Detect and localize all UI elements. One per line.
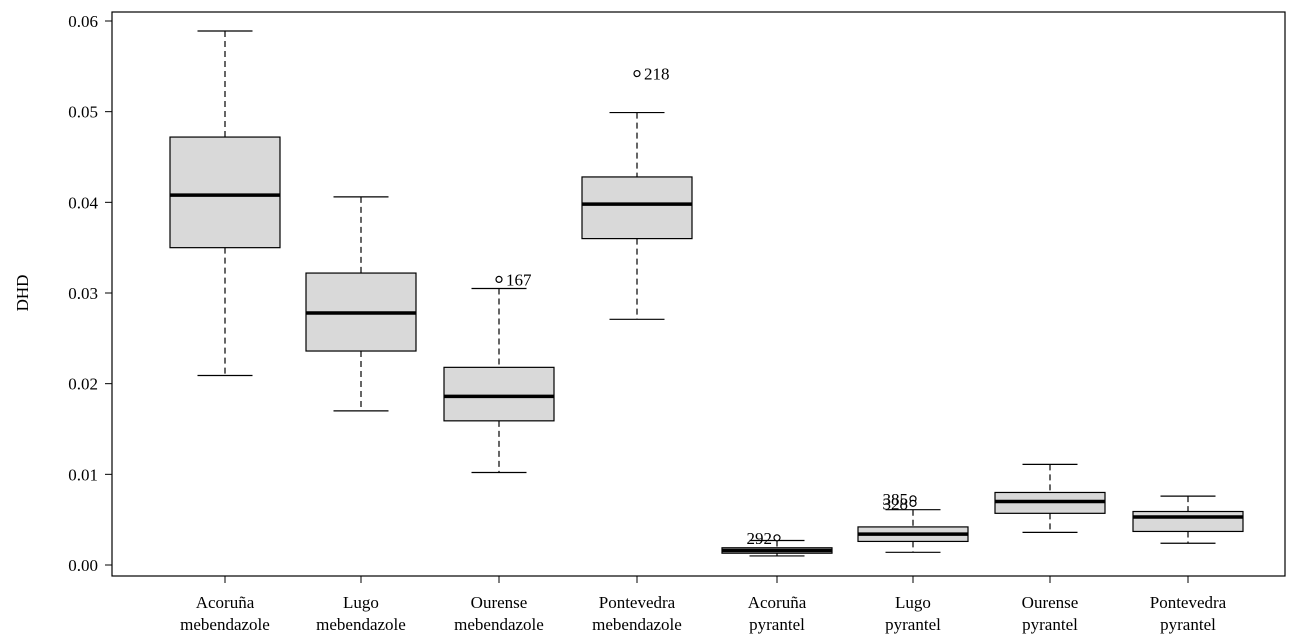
category-label-line1: Pontevedra [599, 593, 676, 612]
y-tick-label: 0.04 [68, 193, 98, 212]
y-tick-label: 0.06 [68, 12, 98, 31]
outlier-label: 218 [644, 65, 670, 84]
box-8 [1132, 495, 1244, 544]
outlier-point [633, 69, 641, 78]
category-label-line1: Ourense [471, 593, 528, 612]
category-label-line2: pyrantel [885, 615, 941, 634]
category-label-line1: Acoruña [196, 593, 255, 612]
box-5: 292 [721, 529, 833, 557]
box-3: 167 [443, 270, 555, 474]
category-label-line1: Lugo [343, 593, 379, 612]
outlier-label: 328 [883, 494, 909, 513]
category-label-line2: mebendazole [454, 615, 544, 634]
iqr-box [581, 176, 693, 240]
y-tick-label: 0.03 [68, 284, 98, 303]
outlier-label: 167 [506, 270, 532, 289]
box-7 [994, 463, 1106, 533]
iqr-box [1132, 510, 1244, 533]
iqr-box [443, 366, 555, 422]
category-label-line1: Pontevedra [1150, 593, 1227, 612]
x-axis: Acoruña mebendazole Lugo mebendazole Ourense… [180, 576, 1227, 634]
outlier-label: 385 [883, 490, 909, 509]
outlier-point [495, 275, 503, 283]
category-label-line1: Lugo [895, 593, 931, 612]
box-2 [305, 196, 417, 412]
iqr-box [169, 136, 281, 249]
category-label-line2: mebendazole [316, 615, 406, 634]
box-4: 218 [581, 65, 693, 320]
outlier-label: 292 [747, 529, 773, 548]
category-label-line1: Acoruña [748, 593, 807, 612]
category-label-line2: mebendazole [180, 615, 270, 634]
y-tick-label: 0.05 [68, 103, 98, 122]
category-label-line2: pyrantel [1160, 615, 1216, 634]
category-label-line2: pyrantel [749, 615, 805, 634]
category-label-line2: pyrantel [1022, 615, 1078, 634]
y-tick-label: 0.01 [68, 465, 98, 484]
y-axis-label: DHD [13, 275, 32, 312]
outlier-point [909, 499, 917, 507]
plot-frame [111, 11, 1286, 577]
box-1 [169, 30, 281, 377]
category-label-line1: Ourense [1022, 593, 1079, 612]
y-axis: 0.00 0.01 0.02 0.03 0.04 0.05 0.06 [68, 12, 112, 575]
y-tick-label: 0.00 [68, 556, 98, 575]
category-label-line2: mebendazole [592, 615, 682, 634]
y-tick-label: 0.02 [68, 375, 98, 394]
outlier-point [773, 534, 781, 542]
